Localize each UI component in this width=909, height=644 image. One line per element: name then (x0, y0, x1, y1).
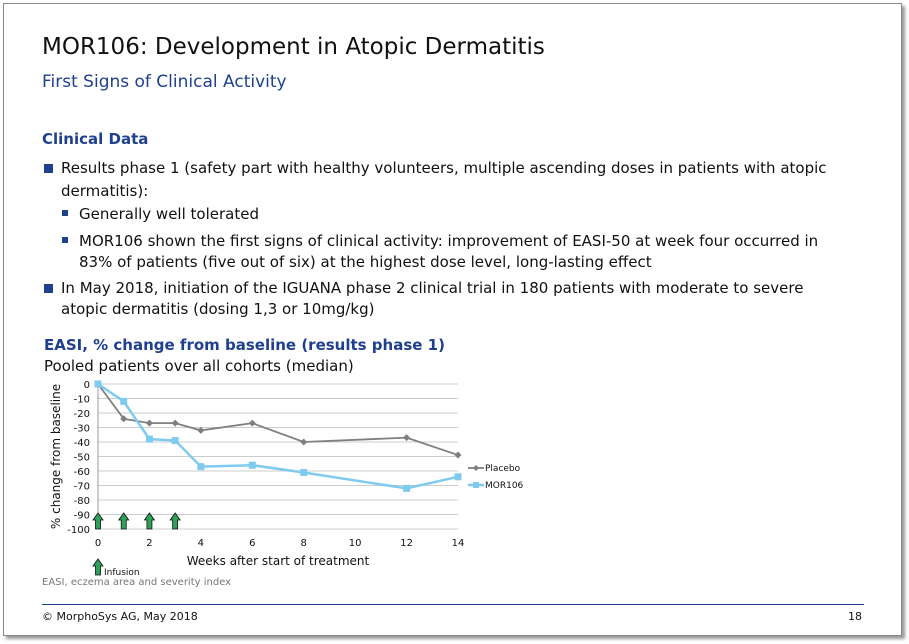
bullet-text: 83% of patients (five out of six) at the… (79, 253, 652, 271)
bullet-icon (44, 284, 53, 293)
bullet-text: MOR106 shown the first signs of clinical… (79, 232, 819, 250)
infusion-arrow-icon (169, 512, 181, 530)
infusion-label: Infusion (104, 568, 140, 578)
section-heading: Clinical Data (42, 130, 149, 148)
x-tick-label: 4 (198, 538, 204, 549)
infusion-arrow-icon (143, 512, 156, 530)
x-tick-label: 0 (95, 538, 101, 549)
chart-heading: EASI, % change from baseline (results ph… (44, 336, 445, 354)
legend-label: Placebo (485, 464, 521, 474)
y-tick-label: -50 (74, 453, 90, 464)
y-tick-label: -10 (74, 395, 90, 406)
data-point-mor106 (197, 463, 205, 471)
footer-divider (42, 604, 864, 605)
data-point-placebo (171, 419, 179, 427)
slide (3, 3, 902, 636)
data-point-placebo (145, 419, 153, 427)
footnote: EASI, eczema area and severity index (42, 577, 232, 588)
data-point-mor106 (145, 435, 153, 443)
bullet-text: dermatitis): (61, 182, 149, 200)
y-axis-label: % change from baseline (49, 384, 63, 529)
bullet-icon (44, 164, 53, 173)
bullet-text: In May 2018, initiation of the IGUANA ph… (61, 279, 804, 297)
data-point-mor106 (403, 484, 411, 492)
infusion-arrow-icon (92, 512, 104, 530)
footer-copyright: © MorphoSys AG, May 2018 (42, 610, 198, 623)
page-number: 18 (848, 610, 862, 623)
page-title: MOR106: Development in Atopic Dermatitis (42, 34, 545, 60)
data-point-mor106 (248, 461, 256, 469)
series-line-placebo (97, 383, 459, 456)
x-tick-label: 2 (146, 538, 152, 549)
bullet-icon (62, 237, 68, 243)
legend-marker (473, 465, 479, 471)
y-tick-label: -40 (74, 438, 90, 449)
legend-label: MOR106 (485, 481, 524, 491)
y-tick-label: -100 (67, 525, 90, 536)
y-tick-label: -90 (74, 511, 90, 522)
y-tick-label: -30 (74, 424, 90, 435)
x-tick-label: 6 (249, 538, 255, 549)
bullet-text: Results phase 1 (safety part with health… (61, 159, 827, 177)
x-tick-label: 10 (349, 538, 362, 549)
data-point-mor106 (454, 473, 462, 481)
page-subtitle: First Signs of Clinical Activity (42, 72, 287, 92)
y-tick-label: -20 (74, 409, 90, 420)
data-point-mor106 (171, 437, 179, 445)
y-tick-label: -70 (74, 482, 90, 493)
data-point-mor106 (120, 397, 128, 405)
data-point-placebo (197, 426, 205, 434)
y-tick-label: 0 (84, 380, 90, 391)
data-point-placebo (248, 419, 256, 427)
x-tick-label: 14 (452, 538, 465, 549)
data-point-mor106 (300, 468, 308, 476)
x-tick-label: 8 (301, 538, 307, 549)
bullet-text: Generally well tolerated (79, 205, 259, 223)
bullet-text: atopic dermatitis (dosing 1,3 or 10mg/kg… (61, 300, 375, 318)
data-point-placebo (403, 434, 411, 442)
data-point-placebo (454, 451, 462, 459)
x-axis-label: Weeks after start of treatment (187, 554, 370, 568)
infusion-legend-arrow-icon (92, 558, 104, 576)
legend-marker (473, 482, 479, 488)
y-tick-label: -80 (74, 496, 90, 507)
x-tick-label: 12 (400, 538, 413, 549)
data-point-placebo (120, 415, 128, 423)
data-point-mor106 (94, 380, 102, 388)
chart-subheading: Pooled patients over all cohorts (median… (44, 357, 354, 375)
chart: 0 -10 -20 -30 -40 -50 -60 -70 -80 -90 -100 0 2 4 6 8 10 1… (49, 380, 524, 578)
infusion-arrow-icon (117, 512, 130, 530)
bullet-icon (62, 210, 68, 216)
y-tick-label: -60 (74, 467, 90, 478)
data-point-placebo (300, 438, 308, 446)
